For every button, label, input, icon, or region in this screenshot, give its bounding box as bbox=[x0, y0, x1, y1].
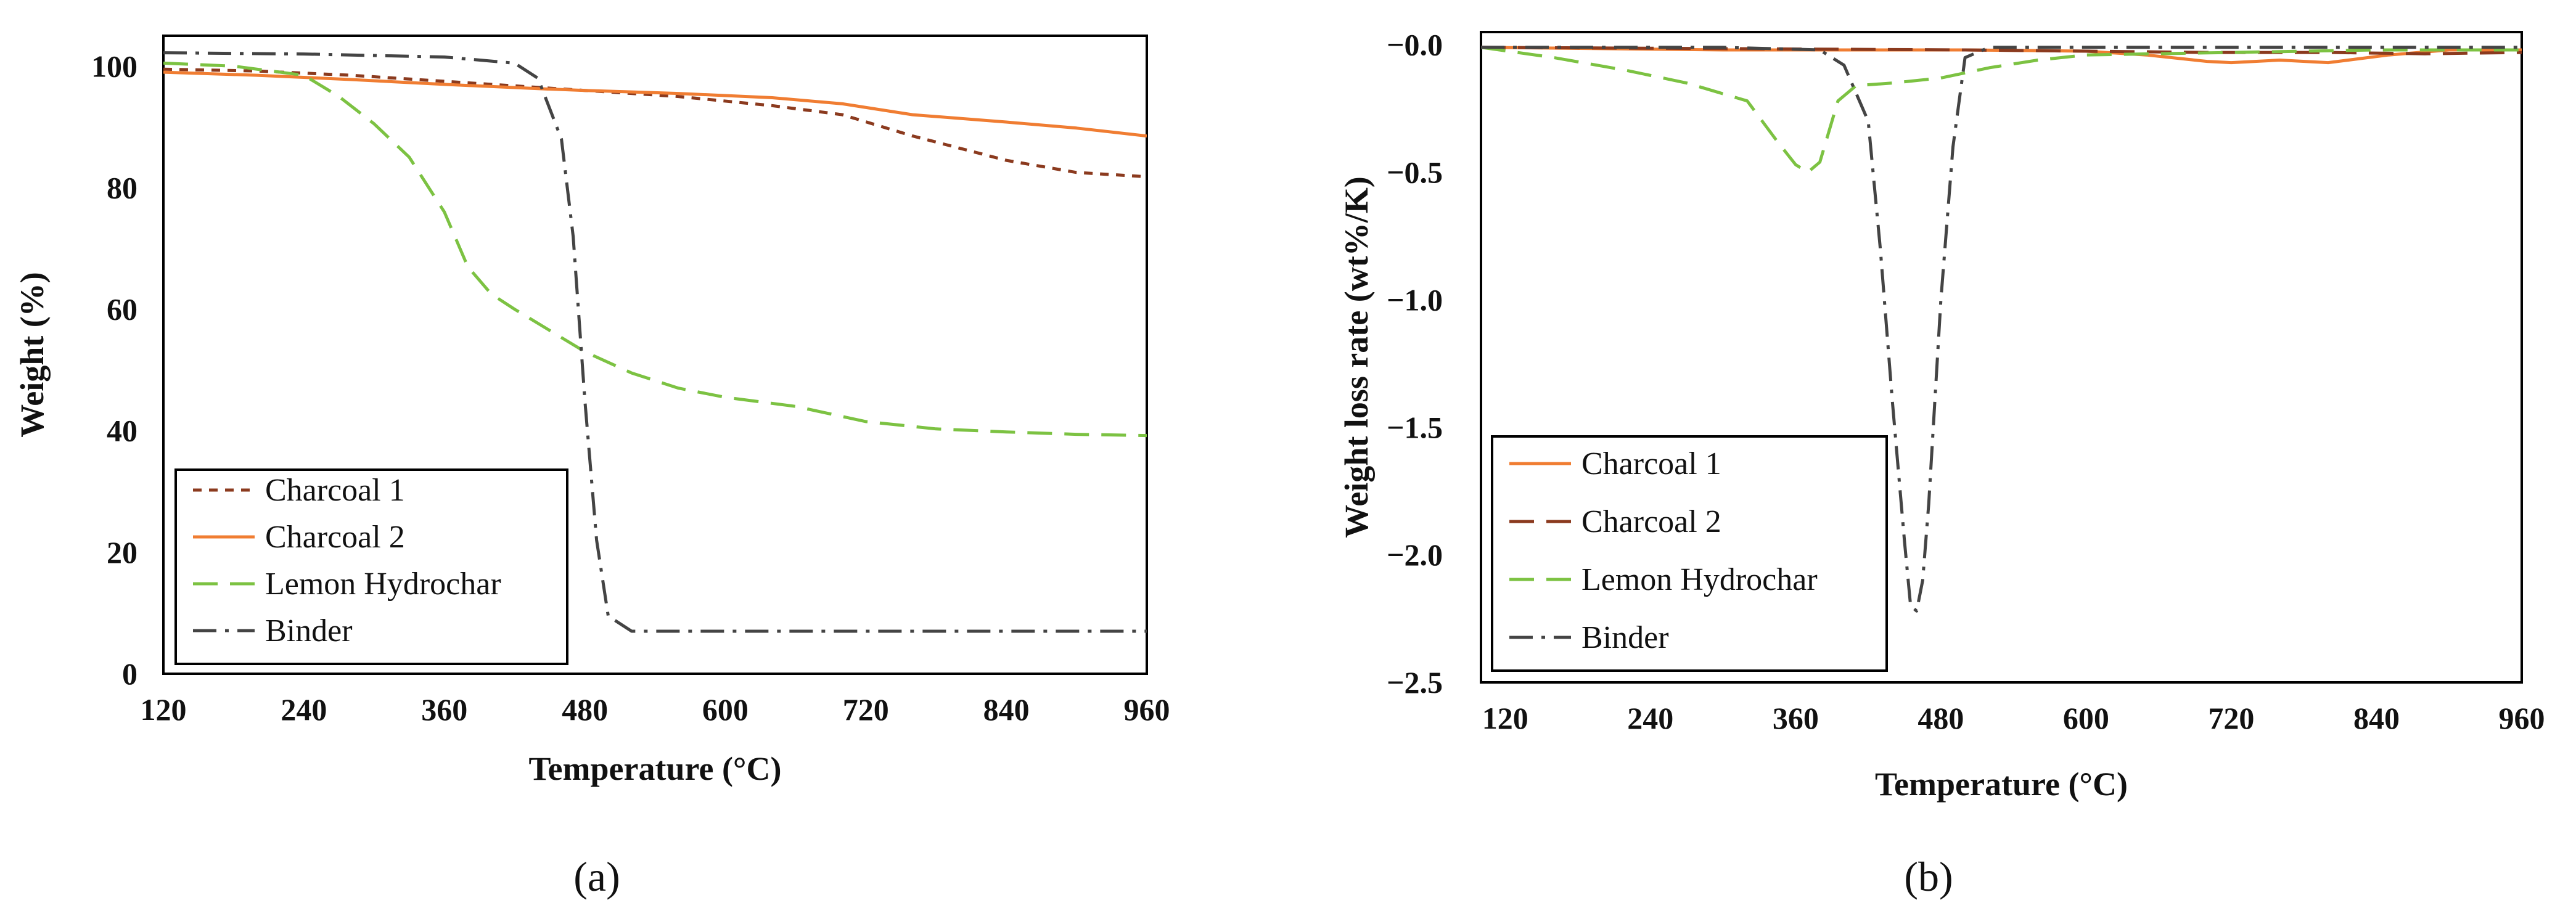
x-tick-label: 840 bbox=[2353, 701, 2400, 735]
x-tick-label: 840 bbox=[983, 692, 1030, 727]
series-line-lemon-hydrochar bbox=[163, 61, 1147, 438]
x-tick-label: 480 bbox=[1918, 701, 1964, 735]
plot-frame bbox=[162, 35, 1148, 675]
x-axis-title: Temperature (°C) bbox=[528, 750, 781, 787]
x-axis-title: Temperature (°C) bbox=[1875, 766, 2128, 803]
legend-label: Charcoal 2 bbox=[1581, 504, 1721, 539]
y-tick-label: −2.5 bbox=[1387, 665, 1443, 700]
x-tick-label: 480 bbox=[562, 692, 608, 727]
plot-frame bbox=[1480, 31, 2523, 684]
y-tick-label: −1.5 bbox=[1387, 410, 1443, 444]
x-tick-label: 720 bbox=[2208, 701, 2254, 735]
legend-label: Charcoal 1 bbox=[265, 473, 405, 508]
series-line-binder bbox=[1481, 46, 2522, 613]
x-tick-label: 600 bbox=[2063, 701, 2109, 735]
y-axis-title: Weight (%) bbox=[14, 272, 51, 437]
x-tick-label: 720 bbox=[843, 692, 889, 727]
y-tick-label: −0.5 bbox=[1387, 155, 1443, 190]
y-tick-label: 20 bbox=[107, 535, 137, 570]
x-tick-label: 360 bbox=[421, 692, 467, 727]
x-tick-label: 960 bbox=[1124, 692, 1170, 727]
x-tick-label: 240 bbox=[281, 692, 327, 727]
x-tick-label: 120 bbox=[1482, 701, 1528, 735]
x-tick-label: 360 bbox=[1773, 701, 1819, 735]
legend-label: Charcoal 1 bbox=[1581, 446, 1721, 481]
y-tick-label: 40 bbox=[107, 414, 137, 448]
series-line-lemon-hydrochar bbox=[1481, 46, 2522, 174]
panel-label: (a) bbox=[573, 853, 620, 900]
y-tick-label: −2.0 bbox=[1387, 538, 1443, 572]
y-axis-title: Weight loss rate (wt%/K) bbox=[1338, 176, 1375, 538]
y-tick-label: 0 bbox=[122, 656, 137, 691]
x-tick-label: 240 bbox=[1627, 701, 1673, 735]
x-tick-label: 120 bbox=[141, 692, 187, 727]
y-tick-label: −0.0 bbox=[1387, 28, 1443, 62]
legend-label: Charcoal 2 bbox=[265, 520, 405, 555]
legend-label: Binder bbox=[265, 613, 353, 648]
panel-b-chart: 120 240 360 480 600 720 840 960 −2.5 −2.0 −1.5 −1.0… bbox=[1338, 28, 2545, 900]
y-tick-label: 80 bbox=[107, 170, 137, 205]
legend-box bbox=[1491, 435, 1888, 672]
panel-a-chart: 120 240 360 480 600 720 840 960 0 20 40 60 80 100 Temp… bbox=[14, 35, 1170, 900]
series-line-charcoal-1 bbox=[1481, 46, 2522, 65]
x-tick-label: 600 bbox=[702, 692, 749, 727]
x-tick-label: 960 bbox=[2499, 701, 2545, 735]
legend-box bbox=[174, 468, 568, 665]
legend-label: Binder bbox=[1581, 620, 1669, 655]
series-line-charcoal-2 bbox=[163, 70, 1147, 138]
legend-label: Lemon Hydrochar bbox=[1581, 562, 1818, 597]
y-tick-label: 100 bbox=[91, 49, 137, 83]
panel-label: (b) bbox=[1904, 853, 1953, 900]
y-tick-label: 60 bbox=[107, 292, 137, 327]
y-tick-label: −1.0 bbox=[1387, 282, 1443, 317]
legend-label: Lemon Hydrochar bbox=[265, 566, 501, 602]
series-line-charcoal-1 bbox=[163, 67, 1147, 179]
